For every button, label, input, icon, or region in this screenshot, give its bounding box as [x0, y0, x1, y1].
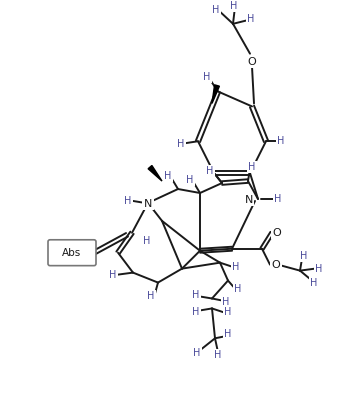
- Text: H: H: [222, 298, 230, 308]
- Text: H: H: [212, 5, 220, 15]
- Text: H: H: [206, 166, 214, 176]
- Text: N: N: [245, 195, 253, 205]
- FancyBboxPatch shape: [48, 240, 96, 266]
- Text: O: O: [272, 260, 281, 270]
- Text: H: H: [214, 350, 222, 360]
- Text: H: H: [193, 348, 201, 358]
- Text: O: O: [248, 57, 257, 67]
- Text: N: N: [144, 199, 152, 209]
- Text: H: H: [230, 1, 238, 11]
- Text: H: H: [315, 264, 323, 274]
- Text: H: H: [186, 175, 194, 185]
- Text: H: H: [143, 236, 151, 246]
- Text: H: H: [147, 292, 155, 302]
- Text: H: H: [247, 14, 255, 24]
- Text: H: H: [310, 278, 318, 288]
- Text: H: H: [300, 251, 308, 261]
- Polygon shape: [212, 85, 219, 104]
- Text: H: H: [232, 262, 240, 272]
- Text: H: H: [277, 136, 285, 146]
- Text: Abs: Abs: [63, 248, 81, 258]
- Text: H: H: [109, 270, 117, 280]
- Text: H: H: [203, 72, 211, 82]
- Text: H: H: [192, 290, 200, 300]
- Polygon shape: [148, 166, 162, 181]
- Text: H: H: [224, 308, 232, 318]
- Text: O: O: [273, 228, 281, 238]
- Text: H: H: [124, 196, 132, 206]
- Text: H: H: [274, 194, 282, 204]
- Text: H: H: [192, 308, 200, 318]
- Text: H: H: [224, 329, 232, 339]
- Text: H: H: [248, 162, 256, 172]
- Text: H: H: [234, 284, 242, 294]
- Text: H: H: [164, 171, 172, 181]
- Text: H: H: [177, 139, 185, 149]
